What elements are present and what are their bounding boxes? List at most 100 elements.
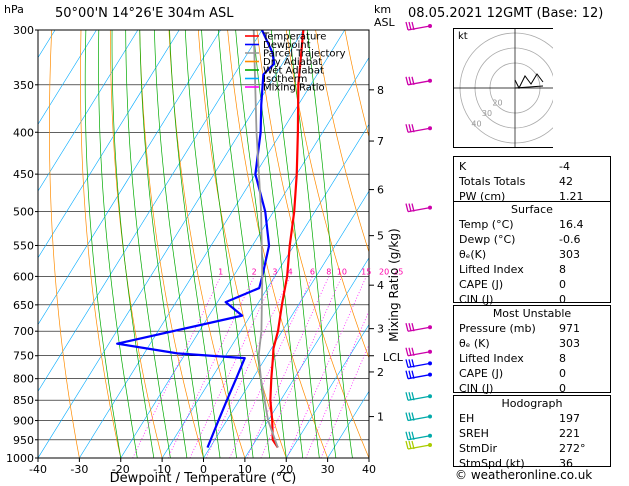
dry-adiabat-line <box>256 30 369 458</box>
wind-barb-dot <box>428 414 432 419</box>
index-label: Totals Totals <box>459 175 526 188</box>
surface-value: 0 <box>559 278 566 291</box>
wind-barb-flag <box>405 323 409 332</box>
km-tick-label: 8 <box>377 84 384 97</box>
most-unstable-title: Most Unstable <box>492 307 572 320</box>
legend-label: Parcel Trajectory <box>263 49 346 60</box>
index-label: PW (cm) <box>459 190 506 203</box>
lcl-label: LCL <box>383 351 404 364</box>
surface-value: 16.4 <box>559 218 584 231</box>
wind-barb-flag <box>411 203 415 212</box>
date-header: 08.05.2021 12GMT (Base: 12) <box>408 6 604 21</box>
wind-barb-flag <box>408 370 412 379</box>
mixing-ratio-line <box>132 276 222 458</box>
surface-label: CAPE (J) <box>459 278 504 291</box>
most-unstable-value: 0 <box>559 382 566 395</box>
wind-barb-shaft <box>407 415 431 422</box>
mixing-ratio-axis-title: Mixing Ratio (g/kg) <box>387 228 401 341</box>
mixing-ratio-label: 25 <box>393 267 403 276</box>
most-unstable-row: Lifted Index 8 <box>454 351 610 366</box>
surface-label: Temp (°C) <box>459 218 514 231</box>
hodograph-ring-label: 30 <box>482 109 492 118</box>
wind-barb <box>405 370 432 380</box>
wind-barb <box>405 124 432 133</box>
legend-label: Mixing Ratio <box>263 83 325 94</box>
most-unstable-value: 8 <box>559 352 566 365</box>
hodograph-table-row: StmSpd (kt) 36 <box>454 456 610 471</box>
hodograph-table-row: EH 197 <box>454 411 610 426</box>
wind-barb-flag <box>408 440 412 450</box>
surface-label: θₑ(K) <box>459 248 487 261</box>
most-unstable-row: CAPE (J) 0 <box>454 366 610 381</box>
wind-barb-flag <box>408 76 412 85</box>
most-unstable-value: 971 <box>559 322 580 335</box>
wet-adiabat-line <box>235 30 287 458</box>
wind-barb-shaft <box>407 25 431 31</box>
hodograph-table-row: SREH 221 <box>454 426 610 441</box>
wind-barb-dot <box>428 325 432 330</box>
mixing-ratio-label: 8 <box>326 267 331 276</box>
pressure-tick-label: 750 <box>13 350 34 363</box>
wet-adiabat-line <box>306 30 353 458</box>
hodograph-ring-label: 40 <box>471 120 481 129</box>
wind-barb-dot <box>428 433 432 438</box>
isotherm-line <box>244 257 369 458</box>
hodograph-table-value: 36 <box>559 457 573 470</box>
hodograph-table-value: 272° <box>559 442 586 455</box>
wind-barb-dot <box>428 126 432 131</box>
mixing-ratio-label: 6 <box>310 267 315 276</box>
hodograph-table-title: Hodograph <box>501 397 563 410</box>
hodograph-table-label: StmDir <box>459 442 498 455</box>
legend-label: Dewpoint <box>263 40 311 51</box>
legend-label: Wet Adiabat <box>263 66 324 77</box>
wind-barb-shaft <box>407 395 431 401</box>
surface-value: -0.6 <box>559 233 581 246</box>
isotherm-line <box>120 57 369 458</box>
isotherm-line <box>203 190 369 458</box>
wind-barb <box>405 392 432 401</box>
index-value: 1.21 <box>559 190 584 203</box>
index-label: K <box>459 160 467 173</box>
wind-barb-flag <box>405 440 409 450</box>
wind-barb-flag <box>405 370 409 379</box>
pressure-tick-label: 1000 <box>6 452 34 465</box>
pressure-tick-label: 600 <box>13 270 34 283</box>
wind-barb-flag <box>411 347 415 356</box>
km-tick-label: 4 <box>377 279 384 292</box>
mixing-ratio-label: 3 <box>272 267 277 276</box>
most-unstable-row: Pressure (mb) 971 <box>454 321 610 336</box>
legend-label: Isotherm <box>263 74 307 85</box>
dry-adiabat-line <box>168 30 246 458</box>
credit-text: © weatheronline.co.uk <box>455 468 593 482</box>
mixing-ratio-label: 20 <box>379 267 389 276</box>
mixing-ratio-line <box>286 276 367 458</box>
wind-barb-shaft <box>407 362 431 369</box>
pressure-tick-label: 400 <box>13 126 34 139</box>
mixing-ratio-line <box>229 276 313 458</box>
isotherm-line <box>38 30 97 125</box>
wet-adiabat-line <box>169 30 221 458</box>
pressure-tick-label: 900 <box>13 415 34 428</box>
dry-adiabat-line <box>49 30 80 458</box>
dry-adiabat-line <box>227 30 328 458</box>
km-tick-label: 6 <box>377 184 384 197</box>
hodograph-table-label: SREH <box>459 427 489 440</box>
hodograph-trace <box>514 73 544 90</box>
wet-adiabat-line <box>201 30 254 458</box>
wind-barb-flag <box>408 412 412 421</box>
hodograph-table-label: EH <box>459 412 475 425</box>
wet-adiabat-line <box>184 30 237 458</box>
dry-adiabat-line <box>315 30 369 254</box>
wind-barb-flag <box>411 21 415 31</box>
wind-barb-shaft <box>407 206 431 213</box>
surface-row: Lifted Index 8 <box>454 262 610 277</box>
x-axis-title: Dewpoint / Temperature (°C) <box>110 471 297 486</box>
wet-adiabat-line <box>139 30 188 458</box>
most-unstable-label: Pressure (mb) <box>459 322 536 335</box>
indices-panel: K -4 Totals Totals 42 PW (cm) 1.21 <box>453 156 611 208</box>
wind-barb-shaft <box>407 127 431 133</box>
dry-adiabat-line <box>609 30 629 458</box>
series-parcel-trajectory <box>252 30 279 448</box>
hodograph-table-panel: Hodograph EH 197 SREH 221 StmDir 272° StmSpd (… <box>453 395 611 470</box>
